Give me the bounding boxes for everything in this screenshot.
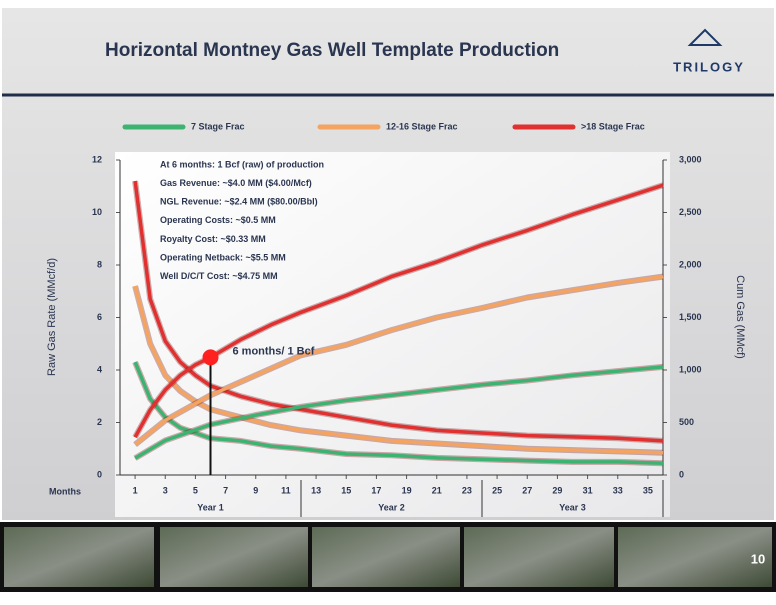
y2-axis-title: Cum Gas (MMcf) bbox=[734, 275, 746, 359]
legend-label: 12-16 Stage Frac bbox=[386, 121, 458, 131]
annotation: NGL Revenue: ~$2.4 MM ($80.00/Bbl) bbox=[160, 197, 318, 207]
series-line bbox=[133, 183, 664, 439]
y-tick-label: 6 bbox=[97, 312, 102, 322]
y2-tick-label: 2,500 bbox=[679, 207, 702, 217]
x-group-label: Year 1 bbox=[197, 502, 224, 512]
x-group-label: Year 2 bbox=[378, 502, 405, 512]
page-number: 10 bbox=[751, 551, 765, 566]
series-line bbox=[133, 361, 664, 465]
photo bbox=[312, 527, 460, 587]
y-tick-label: 8 bbox=[97, 259, 102, 269]
series-line bbox=[133, 285, 664, 455]
x-tick-label: 15 bbox=[341, 485, 351, 495]
x-tick-label: 25 bbox=[492, 485, 502, 495]
logo-text: TRILOGY bbox=[673, 59, 745, 74]
x-tick-label: 23 bbox=[462, 485, 472, 495]
logo: TRILOGY bbox=[673, 28, 745, 74]
logo-icon bbox=[687, 28, 723, 46]
marker-point bbox=[202, 349, 219, 366]
x-tick-label: 21 bbox=[432, 485, 442, 495]
y2-tick-label: 0 bbox=[679, 469, 684, 479]
x-tick-label: 5 bbox=[193, 485, 198, 495]
y-axis-title: Raw Gas Rate (MMcf/d) bbox=[46, 258, 58, 376]
annotation: Gas Revenue: ~$4.0 MM ($4.00/Mcf) bbox=[160, 178, 312, 188]
photo bbox=[160, 527, 308, 587]
x-tick-label: 9 bbox=[253, 485, 258, 495]
x-tick-label: 33 bbox=[613, 485, 623, 495]
x-tick-label: 31 bbox=[583, 485, 593, 495]
annotation: Operating Netback: ~$5.5 MM bbox=[160, 252, 286, 262]
series-line bbox=[133, 180, 664, 443]
y2-tick-label: 2,000 bbox=[679, 259, 702, 269]
legend-label: 7 Stage Frac bbox=[191, 121, 245, 131]
x-tick-label: 29 bbox=[552, 485, 562, 495]
photo bbox=[618, 527, 772, 587]
y2-tick-label: 1,000 bbox=[679, 364, 702, 374]
x-axis-title: Months bbox=[49, 486, 81, 496]
x-group-label: Year 3 bbox=[559, 502, 586, 512]
y2-tick-label: 3,000 bbox=[679, 154, 702, 164]
annotation: At 6 months: 1 Bcf (raw) of production bbox=[160, 159, 324, 169]
x-tick-label: 17 bbox=[371, 485, 381, 495]
x-tick-label: 27 bbox=[522, 485, 532, 495]
y2-tick-label: 1,500 bbox=[679, 312, 702, 322]
marker-label: 6 months/ 1 Bcf bbox=[233, 345, 315, 357]
x-tick-label: 19 bbox=[402, 485, 412, 495]
x-tick-label: 1 bbox=[133, 485, 138, 495]
legend-label: >18 Stage Frac bbox=[581, 121, 645, 131]
y-tick-label: 10 bbox=[92, 207, 102, 217]
y-tick-label: 2 bbox=[97, 417, 102, 427]
x-tick-label: 13 bbox=[311, 485, 321, 495]
y-tick-label: 4 bbox=[97, 364, 102, 374]
y-tick-label: 0 bbox=[97, 469, 102, 479]
x-tick-label: 35 bbox=[643, 485, 653, 495]
x-tick-label: 7 bbox=[223, 485, 228, 495]
photo bbox=[4, 527, 154, 587]
annotation: Operating Costs: ~$0.5 MM bbox=[160, 215, 276, 225]
annotation: Well D/C/T Cost: ~$4.75 MM bbox=[160, 271, 278, 281]
y-tick-label: 12 bbox=[92, 154, 102, 164]
y2-tick-label: 500 bbox=[679, 417, 694, 427]
photo bbox=[464, 527, 614, 587]
x-tick-label: 11 bbox=[281, 485, 291, 495]
slide-title: Horizontal Montney Gas Well Template Pro… bbox=[105, 40, 559, 61]
annotation: Royalty Cost: ~$0.33 MM bbox=[160, 234, 266, 244]
x-tick-label: 3 bbox=[163, 485, 168, 495]
